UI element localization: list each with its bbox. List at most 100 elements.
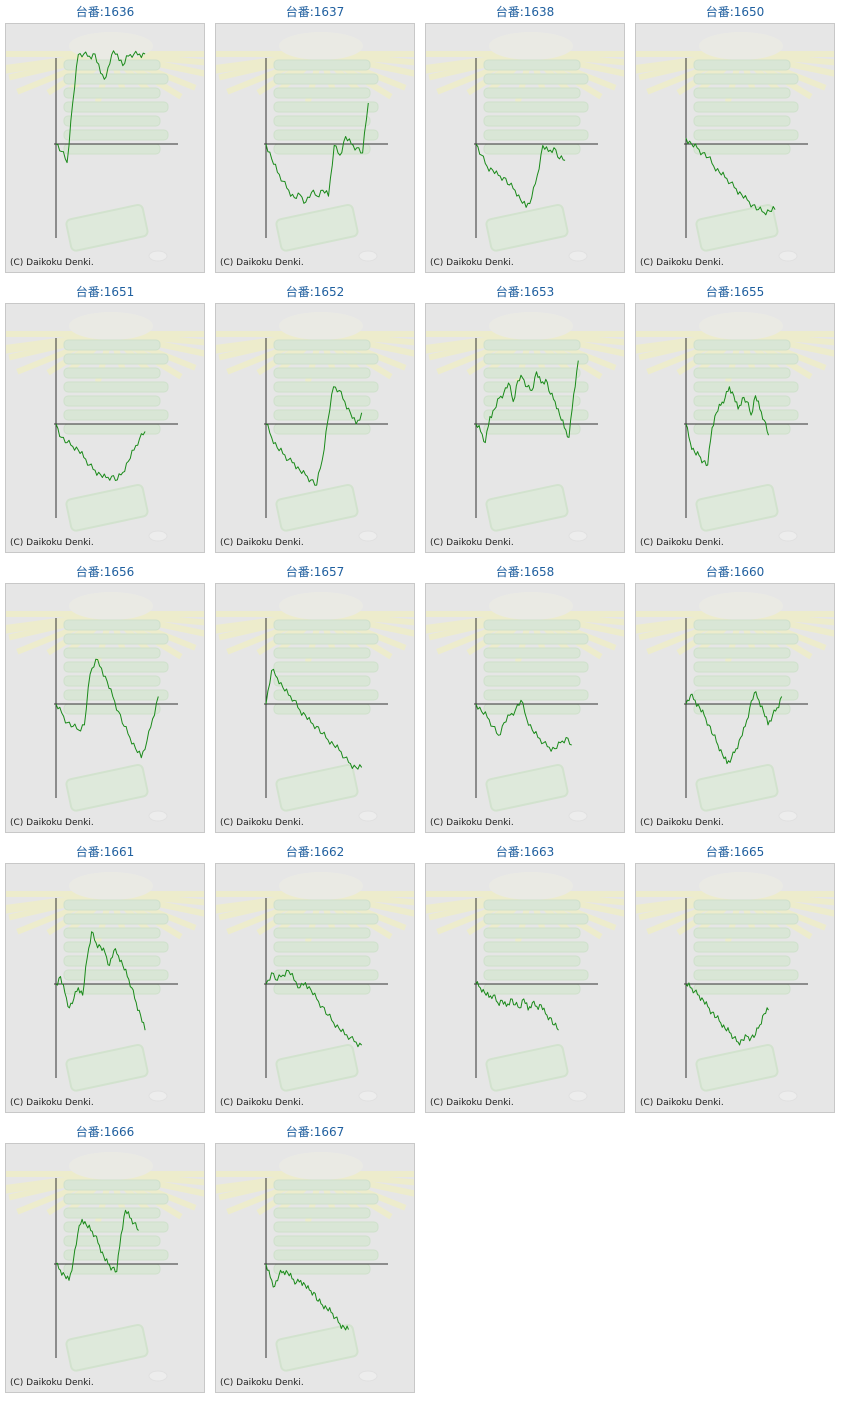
slot-graph [426, 32, 624, 262]
chart-frame: (C) Daikoku Denki. [635, 863, 835, 1113]
background-illustration [426, 32, 624, 262]
chart-title[interactable]: 台番:1651 [75, 285, 135, 299]
chart-cell: 台番:1666 (C) Daikoku Denki. [3, 1122, 207, 1398]
background-illustration [216, 872, 414, 1102]
chart-cell: 台番:1652 (C) Daikoku Denki. [213, 282, 417, 558]
chart-title[interactable]: 台番:1665 [705, 845, 765, 859]
chart-frame: (C) Daikoku Denki. [425, 583, 625, 833]
chart-cell: 台番:1662 (C) Daikoku Denki. [213, 842, 417, 1118]
series-line [685, 137, 776, 216]
background-illustration [6, 32, 204, 262]
chart-frame: (C) Daikoku Denki. [5, 23, 205, 273]
background-illustration [636, 592, 834, 822]
slot-graph [636, 872, 834, 1102]
copyright-credit: (C) Daikoku Denki. [10, 818, 94, 828]
background-illustration [426, 592, 624, 822]
slot-graph [6, 592, 204, 822]
slot-graph [6, 872, 204, 1102]
chart-frame: (C) Daikoku Denki. [635, 303, 835, 553]
slot-graph [636, 32, 834, 262]
chart-frame: (C) Daikoku Denki. [5, 1143, 205, 1393]
chart-cell: 台番:1651 (C) Daikoku Denki. [3, 282, 207, 558]
series-line [475, 360, 579, 444]
copyright-credit: (C) Daikoku Denki. [220, 1378, 304, 1388]
series-line [685, 982, 769, 1046]
copyright-credit: (C) Daikoku Denki. [220, 818, 304, 828]
slot-graph [426, 592, 624, 822]
background-illustration [216, 1152, 414, 1382]
chart-cell: 台番:1656 (C) Daikoku Denki. [3, 562, 207, 838]
slot-graph [216, 592, 414, 822]
series-line [265, 668, 363, 770]
chart-title[interactable]: 台番:1663 [495, 845, 555, 859]
copyright-credit: (C) Daikoku Denki. [430, 258, 514, 268]
chart-frame: (C) Daikoku Denki. [635, 23, 835, 273]
chart-cell: 台番:1655 (C) Daikoku Denki. [633, 282, 837, 558]
chart-title[interactable]: 台番:1653 [495, 285, 555, 299]
chart-title[interactable]: 台番:1658 [495, 565, 555, 579]
chart-cell: 台番:1653 (C) Daikoku Denki. [423, 282, 627, 558]
chart-cell: 台番:1660 (C) Daikoku Denki. [633, 562, 837, 838]
chart-cell: 台番:1650 (C) Daikoku Denki. [633, 2, 837, 278]
series-line [265, 102, 369, 204]
copyright-credit: (C) Daikoku Denki. [430, 1098, 514, 1108]
background-illustration [6, 1152, 204, 1382]
chart-title[interactable]: 台番:1660 [705, 565, 765, 579]
background-illustration [216, 592, 414, 822]
slot-graph [216, 872, 414, 1102]
chart-frame: (C) Daikoku Denki. [425, 863, 625, 1113]
copyright-credit: (C) Daikoku Denki. [220, 258, 304, 268]
chart-frame: (C) Daikoku Denki. [425, 23, 625, 273]
copyright-credit: (C) Daikoku Denki. [220, 1098, 304, 1108]
chart-frame: (C) Daikoku Denki. [215, 1143, 415, 1393]
slot-graph [426, 872, 624, 1102]
series-line [685, 691, 783, 765]
chart-cell: 台番:1665 (C) Daikoku Denki. [633, 842, 837, 1118]
series-line [475, 699, 572, 752]
slot-graph [216, 1152, 414, 1382]
slot-graph [216, 32, 414, 262]
chart-cell: 台番:1658 (C) Daikoku Denki. [423, 562, 627, 838]
background-illustration [426, 872, 624, 1102]
chart-title[interactable]: 台番:1666 [75, 1125, 135, 1139]
series-line [475, 143, 566, 208]
chart-frame: (C) Daikoku Denki. [215, 583, 415, 833]
copyright-credit: (C) Daikoku Denki. [640, 1098, 724, 1108]
chart-title[interactable]: 台番:1652 [285, 285, 345, 299]
chart-title[interactable]: 台番:1655 [705, 285, 765, 299]
slot-graph [6, 312, 204, 542]
slot-graph [6, 32, 204, 262]
chart-cell: 台番:1636 (C) Daikoku Denki. [3, 2, 207, 278]
chart-cell: 台番:1661 (C) Daikoku Denki. [3, 842, 207, 1118]
background-illustration [426, 312, 624, 542]
copyright-credit: (C) Daikoku Denki. [640, 818, 724, 828]
chart-frame: (C) Daikoku Denki. [425, 303, 625, 553]
background-illustration [6, 872, 204, 1102]
chart-frame: (C) Daikoku Denki. [635, 583, 835, 833]
chart-title[interactable]: 台番:1657 [285, 565, 345, 579]
copyright-credit: (C) Daikoku Denki. [430, 818, 514, 828]
chart-cell: 台番:1667 (C) Daikoku Denki. [213, 1122, 417, 1398]
slot-graph [6, 1152, 204, 1382]
chart-frame: (C) Daikoku Denki. [5, 303, 205, 553]
chart-title[interactable]: 台番:1656 [75, 565, 135, 579]
chart-title[interactable]: 台番:1650 [705, 5, 765, 19]
chart-title[interactable]: 台番:1662 [285, 845, 345, 859]
background-illustration [636, 32, 834, 262]
slot-graph [636, 592, 834, 822]
chart-title[interactable]: 台番:1667 [285, 1125, 345, 1139]
slot-graph [426, 312, 624, 542]
chart-cell: 台番:1637 (C) Daikoku Denki. [213, 2, 417, 278]
chart-title[interactable]: 台番:1661 [75, 845, 135, 859]
chart-title[interactable]: 台番:1636 [75, 5, 135, 19]
slot-graph [636, 312, 834, 542]
chart-title[interactable]: 台番:1637 [285, 5, 345, 19]
copyright-credit: (C) Daikoku Denki. [10, 538, 94, 548]
series-line [55, 50, 146, 164]
chart-cell: 台番:1657 (C) Daikoku Denki. [213, 562, 417, 838]
background-illustration [636, 872, 834, 1102]
chart-frame: (C) Daikoku Denki. [5, 583, 205, 833]
series-line [55, 423, 146, 481]
chart-title[interactable]: 台番:1638 [495, 5, 555, 19]
background-illustration [636, 312, 834, 542]
